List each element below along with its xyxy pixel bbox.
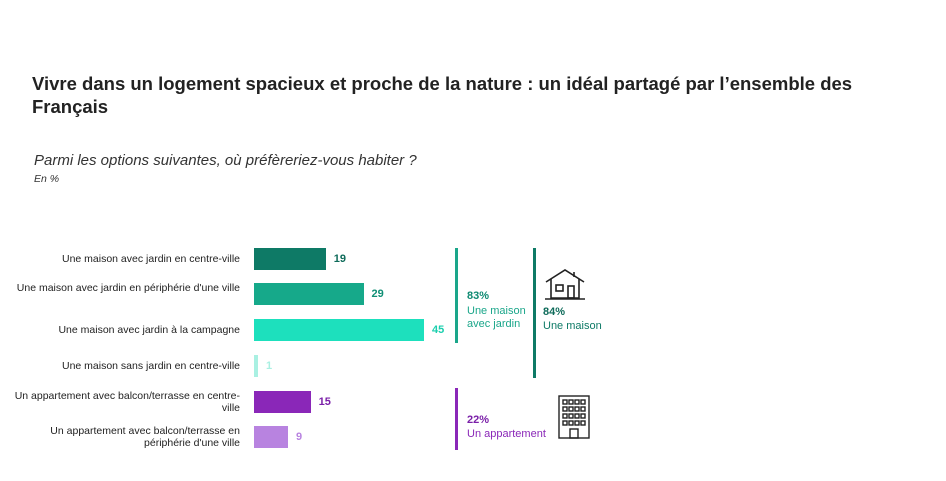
chart-title: Vivre dans un logement spacieux et proch… (32, 73, 853, 117)
bar-6 (254, 426, 288, 448)
category-label-6: Un appartement avec balcon/terrasse en p… (50, 425, 240, 449)
category-label-4: Une maison sans jardin en centre-ville (61, 360, 240, 372)
group-pct-maison: 84% (543, 306, 566, 318)
bar-4 (254, 355, 258, 377)
bar-value-2: 29 (371, 288, 384, 300)
bar-value-4: 1 (266, 360, 273, 372)
category-label-5: Un appartement avec balcon/terrasse en c… (14, 390, 240, 414)
group-line-maison-jardin (455, 248, 458, 343)
bar-value-5: 15 (318, 396, 331, 408)
group-line-maison (533, 248, 536, 378)
bar-2 (254, 283, 364, 305)
group-pct-maison-jardin: 83% (467, 290, 490, 302)
group-label-maison: Une maison (543, 320, 602, 332)
group-label-maison-jardin: Une maison avec jardin (467, 305, 526, 330)
building-icon (558, 395, 590, 439)
category-label-2: Une maison avec jardin en périphérie d'u… (16, 282, 240, 294)
category-label-3: Une maison avec jardin à la campagne (58, 324, 240, 336)
house-icon (545, 269, 585, 300)
group-pct-appartement: 22% (467, 414, 490, 426)
bar-3 (254, 319, 424, 341)
category-label-1: Une maison avec jardin en centre-ville (61, 253, 240, 265)
bar-value-6: 9 (296, 431, 303, 443)
bar-5 (254, 391, 311, 413)
chart-unit: En % (34, 173, 60, 185)
group-label-appartement: Un appartement (467, 428, 546, 440)
chart-question: Parmi les options suivantes, où préfèrer… (34, 152, 417, 169)
bar-value-1: 19 (333, 253, 347, 265)
bar-value-3: 45 (432, 324, 445, 336)
group-line-appartement (455, 388, 458, 450)
bar-1 (254, 248, 326, 270)
